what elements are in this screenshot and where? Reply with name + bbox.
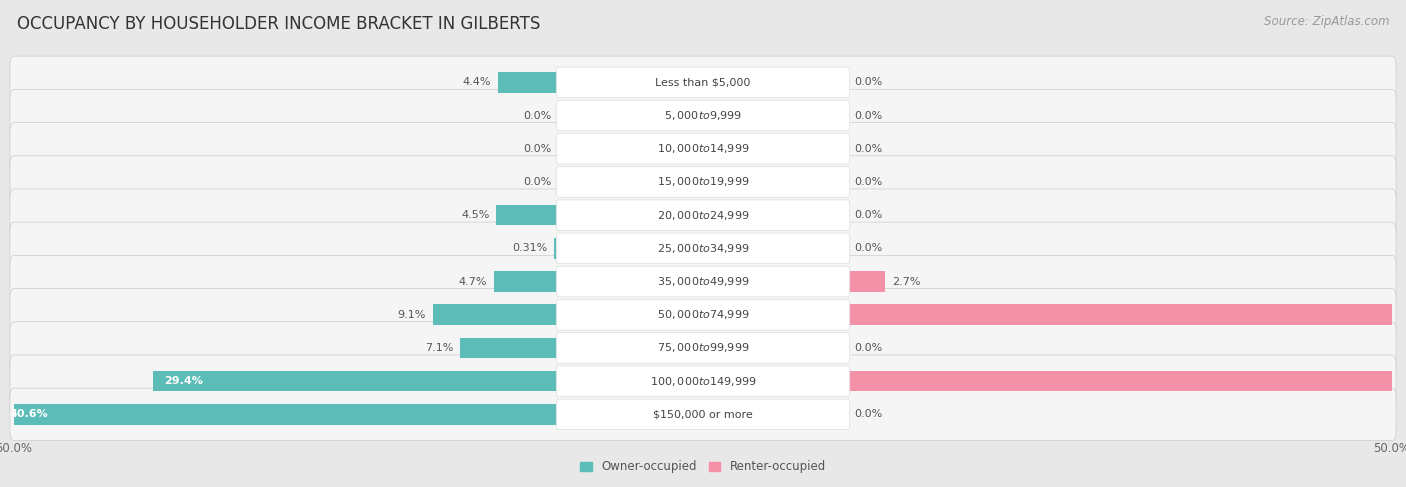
FancyBboxPatch shape [10,156,1396,208]
Text: $50,000 to $74,999: $50,000 to $74,999 [657,308,749,321]
FancyBboxPatch shape [10,222,1396,275]
FancyBboxPatch shape [557,266,849,297]
Bar [848,371,1406,392]
FancyBboxPatch shape [557,200,849,230]
Text: 4.7%: 4.7% [458,277,486,286]
Text: 29.4%: 29.4% [165,376,202,386]
Text: 0.0%: 0.0% [855,410,883,419]
FancyBboxPatch shape [10,255,1396,308]
Legend: Owner-occupied, Renter-occupied: Owner-occupied, Renter-occupied [575,455,831,478]
Text: 0.0%: 0.0% [523,144,551,154]
Text: 0.0%: 0.0% [523,111,551,121]
Text: $75,000 to $99,999: $75,000 to $99,999 [657,341,749,355]
FancyBboxPatch shape [557,100,849,131]
Text: OCCUPANCY BY HOUSEHOLDER INCOME BRACKET IN GILBERTS: OCCUPANCY BY HOUSEHOLDER INCOME BRACKET … [17,15,540,33]
FancyBboxPatch shape [557,167,849,197]
Text: 0.0%: 0.0% [523,177,551,187]
Bar [433,304,558,325]
Bar [461,337,558,358]
Text: 0.0%: 0.0% [855,244,883,253]
Text: Less than $5,000: Less than $5,000 [655,77,751,87]
Bar [153,371,558,392]
FancyBboxPatch shape [10,322,1396,374]
FancyBboxPatch shape [557,399,849,430]
Text: $150,000 or more: $150,000 or more [654,410,752,419]
Text: $5,000 to $9,999: $5,000 to $9,999 [664,109,742,122]
Bar [0,404,558,425]
Text: 0.0%: 0.0% [855,177,883,187]
FancyBboxPatch shape [10,388,1396,441]
FancyBboxPatch shape [557,133,849,164]
FancyBboxPatch shape [10,56,1396,109]
FancyBboxPatch shape [10,355,1396,408]
Bar [848,271,884,292]
FancyBboxPatch shape [10,89,1396,142]
Text: 4.5%: 4.5% [461,210,489,220]
Text: 2.7%: 2.7% [891,277,921,286]
Text: 9.1%: 9.1% [398,310,426,320]
Bar [494,271,558,292]
Text: 40.6%: 40.6% [10,410,49,419]
Text: 0.31%: 0.31% [512,244,547,253]
Text: $10,000 to $14,999: $10,000 to $14,999 [657,142,749,155]
FancyBboxPatch shape [10,123,1396,175]
FancyBboxPatch shape [557,333,849,363]
FancyBboxPatch shape [557,366,849,396]
FancyBboxPatch shape [10,288,1396,341]
Bar [848,304,1406,325]
Bar [498,72,558,93]
Text: 0.0%: 0.0% [855,210,883,220]
Text: 0.0%: 0.0% [855,144,883,154]
FancyBboxPatch shape [557,67,849,97]
FancyBboxPatch shape [557,233,849,263]
Text: $25,000 to $34,999: $25,000 to $34,999 [657,242,749,255]
Text: $100,000 to $149,999: $100,000 to $149,999 [650,375,756,388]
Text: 0.0%: 0.0% [855,111,883,121]
Text: $35,000 to $49,999: $35,000 to $49,999 [657,275,749,288]
Text: $20,000 to $24,999: $20,000 to $24,999 [657,208,749,222]
Bar [554,238,558,259]
Text: 4.4%: 4.4% [463,77,491,87]
Bar [496,205,558,225]
Text: 7.1%: 7.1% [425,343,454,353]
FancyBboxPatch shape [10,189,1396,242]
Text: $15,000 to $19,999: $15,000 to $19,999 [657,175,749,188]
FancyBboxPatch shape [557,300,849,330]
Text: 0.0%: 0.0% [855,77,883,87]
Text: Source: ZipAtlas.com: Source: ZipAtlas.com [1264,15,1389,28]
Text: 0.0%: 0.0% [855,343,883,353]
